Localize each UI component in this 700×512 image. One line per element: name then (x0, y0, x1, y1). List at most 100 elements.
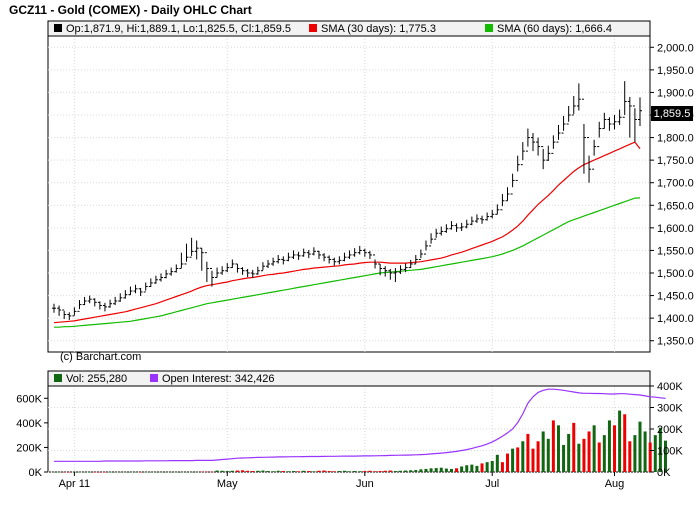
date-tick-label: May (217, 478, 238, 490)
volume-bar (159, 471, 163, 473)
ohlc-bar (495, 204, 500, 215)
ohlc-bar (159, 273, 164, 282)
ohlc-bar (108, 299, 113, 308)
ohlc-bar (373, 254, 378, 269)
volume-bar (113, 471, 117, 473)
volume-tick-label: 0K (29, 467, 43, 479)
volume-bar (144, 471, 148, 473)
ohlc-bar (622, 81, 627, 118)
oi-legend-swatch (150, 374, 158, 382)
price-tick-label: 1,400.0 (657, 313, 694, 325)
volume-bar (648, 442, 652, 472)
volume-bar (638, 421, 642, 472)
volume-bar (373, 471, 377, 472)
volume-bar (439, 467, 443, 472)
ohlc-bar (311, 247, 316, 256)
ohlc-bar (62, 309, 67, 320)
ohlc-bar (638, 97, 642, 127)
price-tick-label: 1,750.0 (657, 155, 694, 167)
ohlc-bar (434, 228, 439, 240)
volume-bar (424, 468, 428, 472)
open-interest-line (54, 388, 666, 462)
price-panel (47, 20, 651, 353)
volume-bar (62, 471, 66, 473)
ohlc-bar (592, 139, 597, 170)
ohlc-bar (566, 105, 571, 125)
ohlc-bar (271, 257, 276, 266)
ohlc-bar (383, 266, 388, 277)
ohlc-bar (464, 219, 469, 229)
volume-bar (118, 471, 122, 473)
ohlc-bar (525, 128, 530, 152)
ohlc-bar (413, 254, 418, 265)
ohlc-bar (133, 284, 138, 294)
ohlc-bar (281, 256, 286, 265)
ohlc-bar (632, 105, 637, 143)
volume-bar (429, 468, 433, 472)
volume-bar (266, 471, 270, 472)
ohlc-bar (87, 295, 92, 304)
ohlc-bar (505, 187, 510, 202)
ohlc-bar (541, 146, 546, 170)
ohlc-bar (260, 262, 265, 272)
volume-bar (348, 471, 352, 472)
volume-bar (281, 471, 285, 472)
volume-bar (521, 441, 525, 472)
volume-bar (536, 441, 540, 472)
volume-bar (322, 470, 326, 472)
ohlc-bar (480, 215, 485, 224)
ohlc-legend-swatch (54, 24, 62, 32)
volume-bar (628, 441, 632, 472)
sma60-legend-text: SMA (60 days): 1,666.4 (497, 23, 612, 35)
volume-bar (256, 470, 260, 472)
ohlc-bar (561, 115, 566, 134)
price-tick-label: 1,800.0 (657, 133, 694, 145)
ohlc-bar (576, 83, 581, 111)
ohlc-bar (266, 259, 271, 269)
volume-bar (399, 470, 403, 472)
volume-bar (409, 470, 413, 472)
sma60-line (54, 197, 641, 328)
ohlc-bar (291, 250, 296, 260)
volume-bar (149, 471, 153, 473)
ohlc-bar (454, 223, 459, 232)
ohlc-bar (500, 194, 505, 211)
ohlc-bar (469, 216, 474, 226)
volume-bar (444, 468, 448, 472)
volume-bar (465, 465, 469, 472)
ohlc-bar (587, 137, 592, 183)
ohlc-bar (316, 250, 321, 260)
volume-bar (108, 471, 112, 473)
volume-bar (271, 471, 275, 472)
ohlc-bar (52, 303, 56, 313)
volume-bar (327, 471, 331, 472)
ohlc-bar (164, 269, 169, 279)
ohlc-bar (530, 133, 535, 152)
vol-legend-swatch (54, 374, 62, 382)
price-legend-bg (47, 20, 651, 37)
ohlc-bars (52, 81, 642, 320)
open-interest-y-axis: 0K 100K 200K 300K 400K (650, 381, 683, 479)
volume-bar (546, 438, 550, 472)
volume-tick-label: 400K (16, 418, 42, 430)
volume-bar (205, 471, 209, 473)
volume-bar (658, 427, 662, 472)
ohlc-bar (194, 240, 199, 260)
volume-bar (286, 471, 290, 472)
volume-bar (613, 425, 617, 472)
volume-tick-label: 200K (16, 442, 42, 454)
ohlc-bar (602, 112, 607, 130)
volume-bar (291, 471, 295, 472)
volume-bar (618, 410, 622, 472)
ohlc-bar (82, 296, 87, 306)
ohlc-bar (556, 124, 561, 143)
ohlc-bar (215, 267, 220, 279)
volume-bar (643, 431, 647, 472)
ohlc-bar (418, 249, 423, 260)
ohlc-bar (209, 267, 214, 287)
ohlc-bar (174, 264, 179, 273)
ohlc-bar (515, 155, 520, 181)
volume-bar (414, 470, 418, 472)
volume-bar (368, 470, 372, 472)
